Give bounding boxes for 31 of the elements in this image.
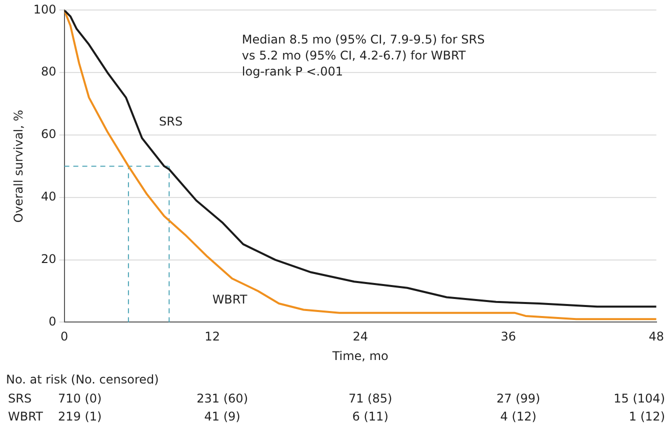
text: 710 (0) [58, 391, 102, 406]
y-tick-label: 60 [41, 127, 56, 142]
text: 1 (12) [628, 409, 666, 424]
y-tick-label: 100 [33, 2, 56, 16]
text: 231 (60) [196, 391, 248, 406]
x-axis-title: Time, mo [331, 348, 388, 363]
text: 71 (85) [348, 391, 392, 406]
text: 219 (1) [58, 409, 102, 424]
y-tick-label: 20 [41, 252, 56, 266]
series-label: SRS [159, 114, 183, 129]
x-tick-label: 0 [60, 330, 68, 344]
annotation: Median 8.5 mo (95% CI, 7.9-9.5) for SRS [242, 32, 485, 46]
annotation: vs 5.2 mo (95% CI, 4.2-6.7) for WBRT [242, 48, 466, 62]
text: 4 (12) [500, 409, 536, 424]
x-tick-label: 24 [352, 330, 368, 344]
text: 27 (99) [496, 391, 540, 406]
x-tick-label: 36 [500, 330, 516, 344]
text: No. at risk (No. censored) [6, 372, 159, 386]
y-tick-label: 80 [41, 64, 56, 79]
y-tick-label: 0 [48, 314, 56, 328]
series-label: WBRT [212, 292, 248, 306]
x-tick-label: 12 [204, 330, 220, 344]
text: 41 (9) [204, 409, 240, 424]
annotation: log-rank P <.001 [242, 64, 344, 78]
x-tick-label: 48 [648, 330, 664, 344]
text: WBRT [8, 409, 43, 424]
text: 6 (11) [352, 409, 388, 424]
y-tick-label: 40 [41, 190, 56, 204]
y-axis-title: Overall survival, % [11, 110, 26, 223]
text: 15 (104) [614, 391, 666, 406]
text: SRS [8, 391, 32, 406]
